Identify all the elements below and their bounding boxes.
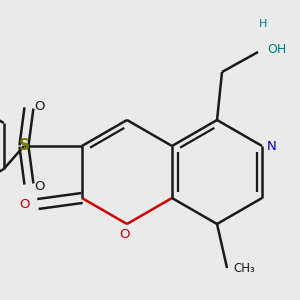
Text: O: O [20,197,30,211]
Text: O: O [35,179,45,193]
Text: N: N [267,140,277,152]
Text: CH₃: CH₃ [233,262,255,275]
Text: S: S [18,139,29,154]
Text: OH: OH [267,44,286,56]
Text: H: H [259,19,267,29]
Text: O: O [120,227,130,241]
Text: O: O [35,100,45,112]
